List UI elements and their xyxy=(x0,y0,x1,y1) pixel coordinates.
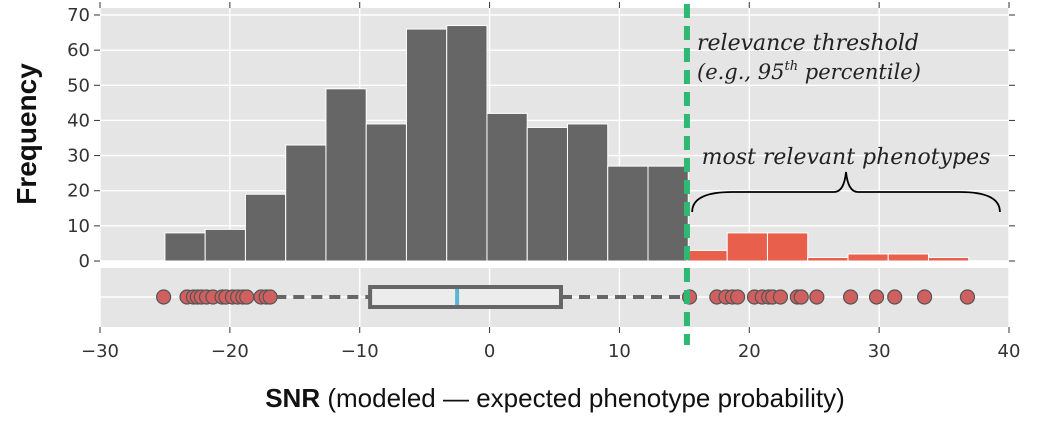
histogram-bar xyxy=(204,228,246,262)
x-tick-label: 0 xyxy=(484,341,495,362)
y-tick-label: 10 xyxy=(67,216,90,237)
histogram-bar xyxy=(446,25,488,262)
relevant-histogram-bar xyxy=(807,256,849,262)
outlier-point xyxy=(887,289,903,305)
x-tick-label: 10 xyxy=(608,341,631,362)
y-tick-label: 60 xyxy=(67,40,90,61)
outlier-point xyxy=(868,289,885,305)
histogram-bar xyxy=(566,123,609,262)
y-tick-label: 0 xyxy=(79,251,90,272)
outlier-point xyxy=(239,289,255,305)
relevant-histogram-bar xyxy=(887,253,929,262)
x-axis-title-snr: SNR xyxy=(265,383,320,413)
x-tick-label: 40 xyxy=(998,341,1021,362)
x-tick-label: −30 xyxy=(81,341,119,362)
histogram-bar xyxy=(285,144,327,262)
histogram-bar xyxy=(647,165,689,262)
y-tick-label: 50 xyxy=(67,75,90,96)
outlier-point xyxy=(916,289,933,305)
boxplot xyxy=(275,285,687,309)
outlier-point xyxy=(793,289,809,305)
y-axis-ticks: 0 10 20 30 40 50 60 70 xyxy=(67,5,1015,272)
brace-label: most relevant phenotypes xyxy=(702,145,991,170)
relevant-histogram-bar xyxy=(766,232,809,262)
x-tick-label: 30 xyxy=(868,341,891,362)
y-tick-label: 40 xyxy=(67,110,90,131)
outlier-point xyxy=(262,289,278,305)
threshold-label-line1: relevance threshold xyxy=(697,31,919,56)
x-tick-label: −10 xyxy=(341,341,379,362)
x-axis-title-detail: (modeled — expected phenotype probabilit… xyxy=(320,383,845,413)
y-tick-label: 70 xyxy=(67,5,90,26)
histogram-bar xyxy=(325,88,367,262)
outlier-point xyxy=(729,289,746,305)
y-axis-title: Frequency xyxy=(11,63,42,205)
x-axis-ticks: −30 −20 −10 0 10 20 30 40 xyxy=(81,2,1020,362)
threshold-label-line2: (e.g., 95th percentile) xyxy=(697,59,921,84)
relevant-histogram-bar xyxy=(847,253,889,262)
histogram-bar xyxy=(244,193,287,262)
histogram-bar xyxy=(607,165,649,262)
relevant-histogram-bar xyxy=(726,232,768,262)
histogram-bars xyxy=(164,25,970,262)
y-tick-label: 30 xyxy=(67,146,90,167)
histogram-bar xyxy=(405,28,448,262)
histogram-bar xyxy=(365,123,407,262)
outlier-point xyxy=(156,289,172,305)
y-tick-label: 20 xyxy=(67,181,90,202)
x-axis-title: SNR (modeled — expected phenotype probab… xyxy=(265,383,845,413)
outlier-point xyxy=(772,289,789,305)
relevant-histogram-bar xyxy=(927,256,970,262)
outlier-point xyxy=(959,289,976,305)
x-tick-label: −20 xyxy=(211,341,249,362)
relevant-phenotypes-brace xyxy=(691,171,1001,213)
histogram-bar xyxy=(164,232,206,262)
x-tick-label: 20 xyxy=(738,341,761,362)
histogram-bar xyxy=(486,112,528,262)
outlier-point xyxy=(842,289,859,305)
interquartile-box xyxy=(368,285,563,309)
relevant-histogram-bar xyxy=(686,249,728,262)
histogram-bar xyxy=(526,126,568,262)
outlier-points xyxy=(156,289,976,305)
outlier-point xyxy=(809,289,825,305)
